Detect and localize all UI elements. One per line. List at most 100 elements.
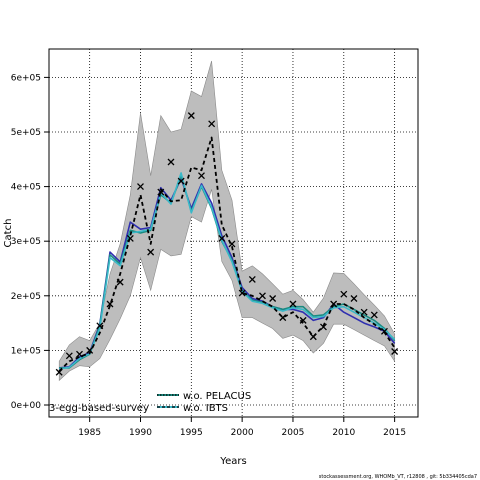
point-stroke (218, 235, 226, 242)
point-stroke (350, 295, 358, 302)
observed-catch-point (269, 295, 277, 302)
point-stroke (86, 346, 94, 354)
observed-catch-point (309, 333, 317, 341)
observed-catch-point (137, 183, 144, 191)
y-tick-label: 3e+05 (11, 237, 41, 247)
legend-label: w.o. IBTS (183, 403, 228, 414)
point-stroke (279, 314, 287, 322)
point-stroke (167, 158, 175, 166)
observed-catch-point (177, 177, 185, 185)
point-stroke (269, 295, 277, 302)
observed-catch-point (320, 323, 327, 331)
observed-catch-point (279, 314, 287, 322)
confidence-band (58, 60, 395, 382)
series-line (58, 136, 396, 372)
x-tick-label: 2005 (282, 428, 305, 438)
observed-catch-point (248, 275, 256, 283)
axes: 1985 1990 1995 2000 2005 2010 2015 0e+00 1e+05 2e… (11, 73, 406, 438)
observed-catch-point (76, 350, 83, 358)
x-tick-label: 2000 (231, 428, 254, 438)
legend-label: 3-egg-based-survey (49, 403, 149, 414)
observed-catch-point (340, 290, 348, 298)
y-tick-label: 1e+05 (11, 346, 41, 356)
point-stroke (238, 289, 246, 297)
observed-catch-point (228, 240, 236, 248)
observed-catch-point (147, 248, 155, 256)
observed-catch-point (86, 346, 94, 354)
point-stroke (147, 248, 155, 256)
plot-frame (48, 48, 419, 418)
observed-catch-point (198, 172, 205, 180)
observed-catch-point (259, 292, 266, 300)
observed-catch-point (391, 348, 399, 355)
point-stroke (187, 112, 195, 120)
x-tick-label: 2015 (383, 428, 406, 438)
series-lines (58, 136, 396, 372)
point-stroke (208, 120, 216, 128)
point-stroke (65, 352, 73, 360)
footnote: stockassessment.org, WHOMb_VT, r12808 , … (319, 474, 477, 480)
point-stroke (137, 183, 144, 191)
observed-catch-point (116, 278, 124, 286)
observed-catch-point (330, 300, 338, 308)
point-stroke (126, 235, 134, 242)
observed-catch-point (370, 311, 378, 319)
point-stroke (289, 300, 297, 308)
point-stroke (177, 177, 185, 185)
observed-catch-point (380, 327, 388, 335)
series-line (59, 177, 396, 369)
point-stroke (228, 240, 236, 248)
point-stroke (96, 322, 104, 330)
y-tick-label: 0e+00 (11, 401, 42, 411)
observed-catch-point (360, 308, 368, 316)
point-stroke (330, 300, 338, 308)
observed-catch-point (106, 300, 114, 308)
point-stroke (116, 278, 124, 286)
confidence-band-area (58, 60, 395, 382)
observed-catch-point (187, 112, 195, 120)
observed-catch-point (208, 120, 216, 128)
point-stroke (259, 292, 266, 300)
point-stroke (76, 350, 83, 358)
point-stroke (106, 300, 114, 308)
y-tick-label: 2e+05 (11, 292, 41, 302)
observed-catch-point (157, 188, 165, 196)
point-stroke (248, 275, 256, 283)
point-stroke (380, 327, 388, 335)
observed-catch-point (289, 300, 297, 308)
point-stroke (340, 290, 348, 298)
observed-catch-point (65, 352, 73, 360)
observed-catch-point (218, 235, 226, 242)
observed-catch-point (299, 316, 307, 324)
observed-catch-point (126, 235, 134, 242)
point-stroke (198, 172, 205, 180)
point-stroke (391, 348, 399, 355)
x-tick-label: 1990 (129, 428, 152, 438)
y-tick-label: 4e+05 (11, 183, 41, 193)
point-stroke (370, 311, 378, 319)
point-stroke (309, 333, 317, 341)
legend-label: w.o. PELACUS (183, 391, 251, 402)
point-stroke (299, 316, 307, 324)
x-tick-label: 2010 (332, 428, 355, 438)
point-stroke (360, 308, 368, 316)
x-axis-title: Years (219, 456, 246, 467)
y-tick-label: 5e+05 (11, 128, 41, 138)
observed-catch-point (55, 368, 63, 376)
point-stroke (320, 323, 327, 331)
observed-catch-point (350, 295, 358, 302)
observed-catch-point (96, 322, 104, 330)
x-tick-label: 1985 (78, 428, 101, 438)
observed-catch-points (55, 112, 399, 376)
y-tick-label: 6e+05 (11, 73, 41, 83)
series-line (59, 172, 396, 370)
point-stroke (55, 368, 63, 376)
observed-catch-point (238, 289, 246, 297)
y-axis-title: Catch (3, 219, 14, 248)
point-stroke (157, 188, 165, 196)
observed-catch-point (167, 158, 175, 166)
x-tick-label: 1995 (180, 428, 203, 438)
